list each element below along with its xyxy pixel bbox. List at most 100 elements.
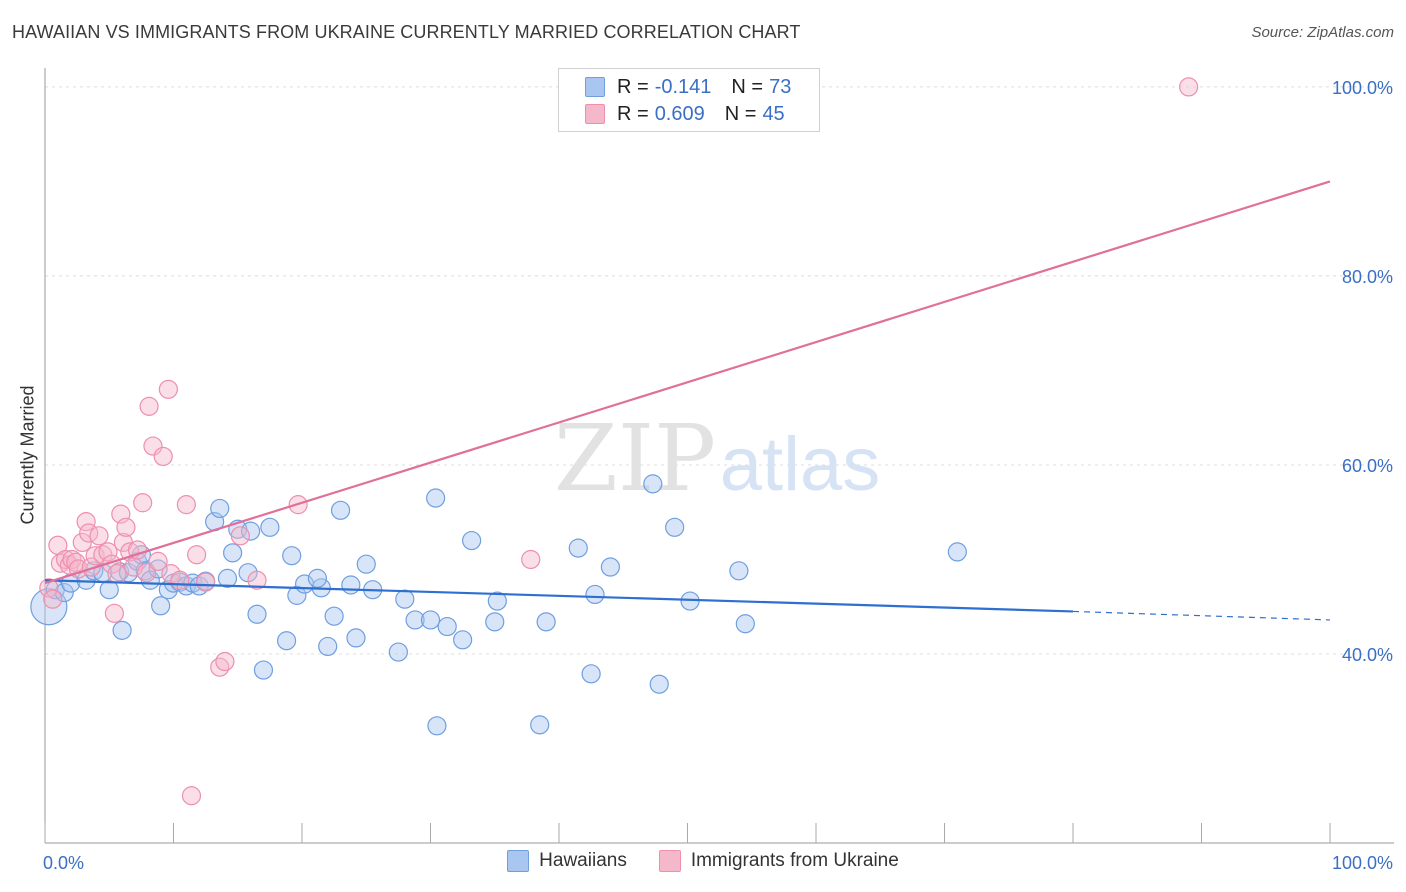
trend-line-ukraine: [44, 180, 1331, 585]
point-hawaiians: [276, 631, 297, 651]
x-tick-label: 100.0%: [1332, 853, 1393, 873]
point-ukraine: [43, 589, 63, 609]
point-ukraine: [116, 517, 136, 537]
y-tick-label: 80.0%: [1342, 267, 1393, 287]
point-ukraine: [196, 572, 216, 592]
point-hawaiians: [282, 546, 302, 566]
point-hawaiians: [487, 591, 507, 611]
y-tick-label: 60.0%: [1342, 456, 1393, 476]
point-hawaiians: [735, 614, 755, 634]
point-hawaiians: [287, 585, 307, 605]
point-hawaiians: [585, 584, 605, 605]
point-ukraine: [153, 446, 173, 467]
series-legend-hawaiians: Hawaiians: [507, 850, 627, 872]
y-axis-label: Currently Married: [17, 385, 38, 525]
chart-source: Source: ZipAtlas.com: [1251, 24, 1394, 41]
legend-n-value: 73: [769, 75, 792, 98]
point-hawaiians: [426, 488, 446, 508]
point-hawaiians: [462, 530, 482, 551]
point-ukraine: [1179, 77, 1199, 97]
series-label-ukraine: Immigrants from Ukraine: [690, 850, 899, 871]
axes: [44, 68, 1394, 844]
legend-n-value: 45: [762, 102, 785, 125]
point-hawaiians: [217, 568, 238, 588]
point-hawaiians: [581, 664, 601, 684]
point-ukraine: [143, 436, 163, 456]
point-hawaiians: [388, 642, 408, 662]
point-ukraine: [89, 526, 109, 546]
point-hawaiians: [568, 538, 588, 558]
point-ukraine: [76, 512, 96, 532]
point-hawaiians: [247, 604, 267, 624]
legend-n-label: N =: [731, 75, 764, 98]
stats-legend: R = -0.141 N = 73 R = 0.609 N = 45: [558, 68, 820, 132]
point-ukraine: [247, 570, 267, 590]
point-ukraine: [107, 564, 127, 584]
legend-r-value: 0.609: [654, 102, 705, 125]
watermark: ZIP atlas: [554, 405, 880, 512]
point-hawaiians: [536, 612, 556, 632]
y-tick-label: 100.0%: [1332, 78, 1393, 98]
watermark-atlas: atlas: [720, 422, 881, 507]
point-hawaiians: [99, 580, 119, 600]
point-hawaiians: [324, 606, 344, 626]
point-ukraine: [521, 549, 541, 570]
point-hawaiians: [346, 628, 366, 648]
trend-lines: [44, 180, 1331, 621]
point-ukraine: [39, 578, 59, 598]
point-hawaiians: [395, 589, 415, 609]
legend-r-label: R =: [617, 75, 649, 98]
point-ukraine: [72, 532, 92, 553]
point-ukraine: [136, 563, 157, 583]
point-ukraine: [148, 551, 168, 571]
point-hawaiians: [405, 610, 425, 630]
point-hawaiians: [356, 554, 376, 574]
point-ukraine: [215, 651, 235, 672]
legend-row-ukraine: R = 0.609 N = 45: [585, 101, 785, 127]
legend-r-value: -0.141: [654, 75, 712, 98]
point-hawaiians: [112, 620, 132, 640]
point-ukraine: [133, 493, 153, 513]
y-tick-label: 40.0%: [1342, 645, 1393, 665]
legend-swatch-hawaiians: [585, 77, 605, 97]
point-ukraine: [85, 546, 105, 566]
legend-r-label: R =: [617, 102, 649, 125]
series-legend: Hawaiians Immigrants from Ukraine: [0, 850, 1406, 872]
point-ukraine: [120, 542, 140, 562]
legend-row-hawaiians: R = -0.141 N = 73: [585, 74, 791, 100]
point-hawaiians: [318, 636, 338, 657]
point-hawaiians: [151, 596, 171, 616]
point-ukraine: [181, 786, 202, 806]
point-ukraine: [158, 379, 178, 399]
point-ukraine: [139, 396, 159, 416]
point-hawaiians: [148, 559, 168, 579]
trend-line-hawaiians: [44, 579, 1074, 613]
point-hawaiians: [649, 674, 669, 694]
legend-n-label: N =: [724, 102, 757, 125]
trend-line-hawaiians-extension: [1072, 610, 1331, 621]
point-ukraine: [81, 557, 101, 577]
point-hawaiians: [253, 660, 274, 680]
point-hawaiians: [600, 557, 621, 577]
point-hawaiians: [241, 521, 261, 541]
point-hawaiians: [427, 716, 447, 736]
point-hawaiians: [420, 610, 441, 630]
point-ukraine: [170, 570, 190, 590]
point-ukraine: [98, 542, 118, 562]
point-hawaiians: [453, 630, 473, 650]
point-ukraine: [210, 657, 230, 677]
point-hawaiians: [330, 500, 351, 520]
point-hawaiians: [437, 616, 457, 637]
point-hawaiians: [665, 517, 685, 537]
point-ukraine: [187, 545, 207, 565]
data-points: [30, 77, 1199, 806]
point-ukraine: [104, 603, 124, 623]
point-hawaiians: [223, 543, 243, 563]
series-legend-ukraine: Immigrants from Ukraine: [658, 850, 899, 872]
point-hawaiians: [643, 474, 663, 494]
point-hawaiians: [307, 568, 328, 588]
series-swatch-ukraine: [658, 850, 681, 872]
point-hawaiians: [485, 612, 505, 632]
point-hawaiians: [341, 575, 361, 595]
